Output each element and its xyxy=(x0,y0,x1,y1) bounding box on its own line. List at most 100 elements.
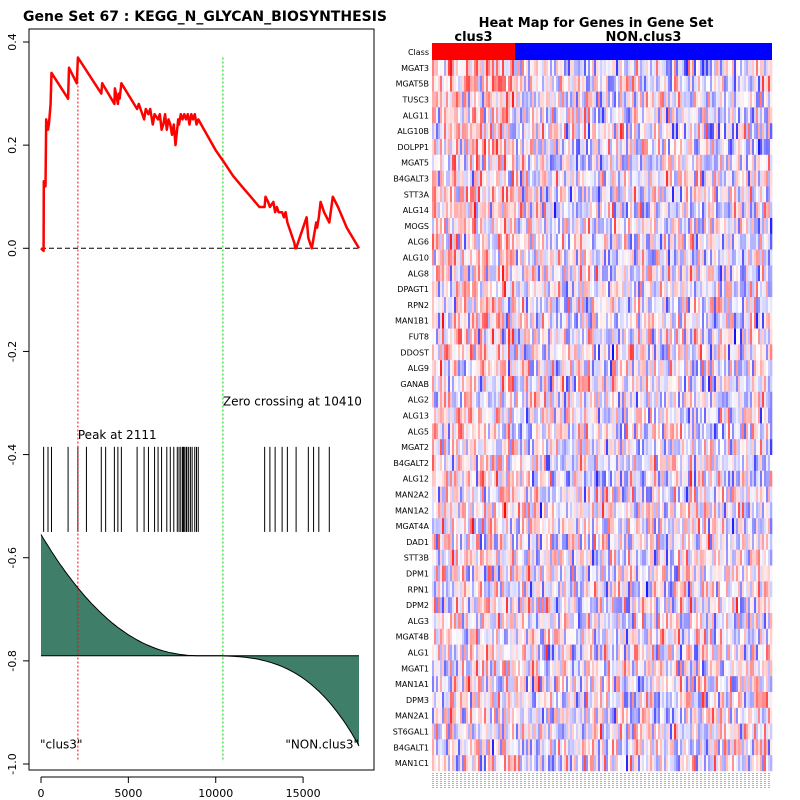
heat-map-cell xyxy=(704,328,707,345)
heat-map-cell xyxy=(716,91,719,108)
heat-map-cell xyxy=(502,154,505,171)
heat-map-cell xyxy=(516,439,519,456)
heat-map-cell xyxy=(602,170,605,187)
heat-map-cell xyxy=(494,455,497,471)
heat-map-cell xyxy=(480,312,483,329)
heat-map-cell xyxy=(756,265,759,282)
heat-map-cell xyxy=(770,154,773,171)
heat-map-cell xyxy=(432,281,435,298)
heat-map-cell xyxy=(708,407,711,424)
heat-map-cell xyxy=(656,486,659,503)
heat-map-cell xyxy=(538,312,541,329)
heat-map-cell xyxy=(438,75,441,92)
heat-map-cell xyxy=(640,502,643,519)
heat-map-cell xyxy=(560,91,563,108)
heat-map-cell xyxy=(598,486,601,503)
heat-map-cell xyxy=(704,344,707,361)
heat-map-cell xyxy=(438,60,441,76)
heat-map-cell xyxy=(654,139,657,155)
heat-map-cell xyxy=(682,249,685,266)
heat-map-cell xyxy=(646,360,649,377)
heat-map-cell xyxy=(742,439,745,456)
heat-map-cell xyxy=(614,344,617,361)
heat-map-cell xyxy=(614,123,617,140)
heat-map-cell xyxy=(658,455,661,471)
heat-map-cell xyxy=(468,233,471,250)
heat-map-cell xyxy=(442,91,445,108)
heat-map-cell xyxy=(650,154,653,171)
heat-map-cell xyxy=(746,486,749,503)
heat-map-cell xyxy=(458,407,461,424)
heat-map-cell xyxy=(516,91,519,108)
heat-map-cell xyxy=(466,218,469,234)
heat-map-cell xyxy=(670,91,673,108)
heat-map-cell xyxy=(762,423,765,440)
heat-map-cell xyxy=(640,407,643,424)
heat-map-cell xyxy=(648,139,651,155)
heat-map-cell xyxy=(638,249,641,266)
heat-map-cell xyxy=(498,391,501,408)
heat-map-cell xyxy=(530,344,533,361)
heat-map-cell xyxy=(642,233,645,250)
heat-map-cell xyxy=(636,376,639,392)
heat-map-cell xyxy=(604,265,607,282)
heat-map-cell xyxy=(460,233,463,250)
heat-map-cell xyxy=(510,502,513,519)
heat-map-cell xyxy=(630,139,633,155)
heat-map-cell xyxy=(764,249,767,266)
heat-map-cell xyxy=(502,328,505,345)
heat-map-cell xyxy=(494,233,497,250)
heat-map-cell xyxy=(626,123,629,140)
heat-map-cell xyxy=(688,391,691,408)
class-bar-non-clus3 xyxy=(514,43,772,60)
heat-map-cell xyxy=(556,139,559,155)
heat-map-cell xyxy=(760,107,763,124)
heat-map-cell xyxy=(566,123,569,140)
heat-map-cell xyxy=(728,60,731,76)
heat-map-cell xyxy=(464,344,467,361)
heat-map-cell xyxy=(448,328,451,345)
heat-map-cell xyxy=(736,265,739,282)
heat-map-cell xyxy=(746,170,749,187)
heat-map-cell xyxy=(688,154,691,171)
heat-map-cell xyxy=(720,123,723,140)
heat-map-cell xyxy=(442,391,445,408)
heat-map-cell xyxy=(688,91,691,108)
heat-map-cell xyxy=(494,281,497,298)
heat-map-cell xyxy=(668,423,671,440)
heat-map-cell xyxy=(526,123,529,140)
heat-map-cell xyxy=(650,170,653,187)
heat-map-cell xyxy=(690,154,693,171)
heat-map-cell xyxy=(608,312,611,329)
heat-map-cell xyxy=(436,360,439,377)
heat-map-cell xyxy=(462,265,465,282)
heat-map-cell xyxy=(640,218,643,234)
heat-map-cell xyxy=(700,218,703,234)
heat-map-cell xyxy=(552,407,555,424)
heat-map-cell xyxy=(670,297,673,313)
heat-map-cell xyxy=(446,202,449,219)
heat-map-cell xyxy=(652,344,655,361)
heat-map-cell xyxy=(586,218,589,234)
heat-map-cell xyxy=(720,60,723,76)
heat-map-cell xyxy=(578,455,581,471)
heat-map-cell xyxy=(546,407,549,424)
heat-map-cell xyxy=(746,202,749,219)
heat-map-cell xyxy=(584,423,587,440)
heat-map-cell xyxy=(516,470,519,487)
heat-map-cell xyxy=(632,107,635,124)
heat-map-cell xyxy=(762,75,765,92)
heat-map-cell xyxy=(584,439,587,456)
heat-map-cell xyxy=(768,170,771,187)
heat-map-cell xyxy=(558,360,561,377)
heat-map-cell xyxy=(680,328,683,345)
heat-map-cell xyxy=(694,60,697,76)
heat-map-cell xyxy=(642,186,645,203)
heat-map-cell xyxy=(498,123,501,140)
heat-map-cell xyxy=(602,202,605,219)
heat-map-cell xyxy=(598,470,601,487)
heat-map-cell xyxy=(714,186,717,203)
heat-map-cell xyxy=(448,249,451,266)
heat-map-cell xyxy=(446,297,449,313)
heat-map-cell xyxy=(478,360,481,377)
